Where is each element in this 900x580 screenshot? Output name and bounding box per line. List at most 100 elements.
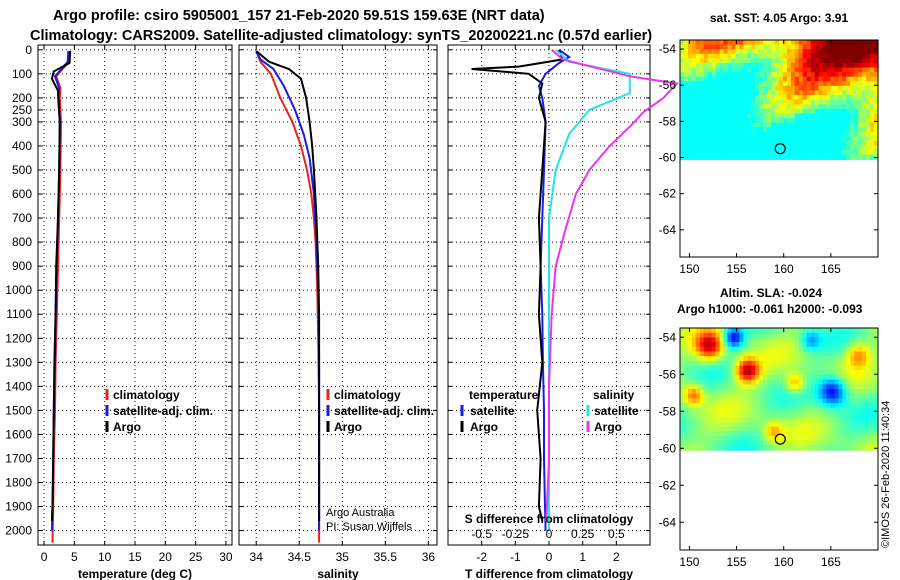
map-cell bbox=[862, 393, 867, 400]
map-cell bbox=[680, 431, 685, 437]
map-cell bbox=[763, 393, 768, 400]
map-cell bbox=[695, 140, 701, 147]
map-cell bbox=[759, 76, 764, 82]
map-cell bbox=[866, 150, 871, 156]
map-cell bbox=[850, 445, 855, 451]
map-cell bbox=[751, 370, 756, 376]
map-cell bbox=[683, 131, 689, 137]
map-cell bbox=[695, 81, 701, 87]
map-cell bbox=[806, 136, 812, 142]
map-cell bbox=[683, 356, 689, 362]
map-cell bbox=[719, 346, 725, 353]
map-cell bbox=[806, 85, 812, 92]
map-cell bbox=[846, 328, 851, 334]
map-cell bbox=[759, 118, 764, 124]
map-cell bbox=[755, 85, 760, 92]
map-cell bbox=[711, 398, 717, 404]
map-cell bbox=[794, 76, 800, 82]
map-cell bbox=[814, 407, 820, 414]
map-cell bbox=[763, 127, 768, 133]
map-cell bbox=[862, 389, 867, 395]
map-cell bbox=[755, 76, 760, 82]
map-cell bbox=[767, 398, 772, 404]
map-cell bbox=[715, 370, 721, 376]
map-cell bbox=[763, 40, 768, 46]
map-cell bbox=[826, 140, 832, 147]
map-cell bbox=[727, 72, 733, 78]
map-cell bbox=[755, 384, 760, 390]
map-cell bbox=[715, 426, 721, 432]
map-cell bbox=[782, 136, 788, 142]
map-cell bbox=[723, 62, 729, 69]
map-cell bbox=[767, 384, 772, 390]
map-cell bbox=[858, 44, 863, 50]
map-cell bbox=[743, 403, 748, 409]
map-cell bbox=[782, 398, 788, 404]
map-cell bbox=[779, 403, 784, 409]
map-cell bbox=[691, 104, 697, 110]
map-cell bbox=[838, 40, 843, 46]
map-cell bbox=[691, 346, 697, 353]
map-cell bbox=[680, 436, 685, 442]
map-cell bbox=[695, 85, 701, 92]
map-cell bbox=[822, 370, 828, 376]
map-cell bbox=[739, 49, 744, 55]
map-cell bbox=[711, 431, 717, 437]
map-cell bbox=[850, 131, 855, 137]
map-cell bbox=[755, 118, 760, 124]
map-cell bbox=[699, 393, 705, 400]
map-cell bbox=[687, 365, 693, 371]
map-cell bbox=[822, 440, 828, 447]
map-cell bbox=[711, 407, 717, 414]
map-cell bbox=[862, 81, 867, 87]
map-cell bbox=[850, 384, 855, 390]
map-cell bbox=[826, 328, 832, 334]
map-cell bbox=[680, 113, 685, 119]
map-cell bbox=[683, 49, 689, 55]
map-cell bbox=[699, 332, 705, 338]
map-cell bbox=[687, 108, 693, 115]
map-cell bbox=[755, 407, 760, 414]
map-cell bbox=[763, 328, 768, 334]
map-cell bbox=[866, 136, 871, 142]
map-cell bbox=[806, 389, 812, 395]
map-cell bbox=[763, 431, 768, 437]
map-cell bbox=[850, 44, 855, 50]
map-cell bbox=[806, 360, 812, 367]
map-cell bbox=[739, 445, 744, 451]
map-cell bbox=[747, 131, 752, 137]
map-cell bbox=[727, 328, 733, 334]
map-cell bbox=[731, 58, 737, 64]
map-cell bbox=[794, 154, 800, 160]
map-cell bbox=[755, 145, 760, 151]
map-cell bbox=[858, 113, 863, 119]
map-cell bbox=[695, 62, 701, 69]
map-cell bbox=[719, 356, 725, 362]
map-cell bbox=[858, 398, 863, 404]
map-cell bbox=[751, 67, 756, 73]
map-cell bbox=[695, 389, 701, 395]
map-cell bbox=[775, 127, 780, 133]
map-cell bbox=[687, 384, 693, 390]
map-cell bbox=[719, 90, 725, 96]
map-cell bbox=[818, 398, 824, 404]
map-cell bbox=[731, 131, 737, 137]
map-cell bbox=[834, 62, 839, 69]
map-cell bbox=[790, 90, 796, 96]
map-cell bbox=[723, 403, 729, 409]
map-cell bbox=[806, 150, 812, 156]
map-cell bbox=[830, 58, 836, 64]
map-cell bbox=[695, 417, 701, 423]
map-cell bbox=[739, 417, 744, 423]
map-cell bbox=[802, 95, 808, 101]
map-cell bbox=[715, 351, 721, 357]
map-cell bbox=[874, 150, 879, 156]
map-cell bbox=[747, 351, 752, 357]
map-cell bbox=[794, 393, 800, 400]
map-cell bbox=[862, 67, 867, 73]
map-x-tick-label: 160 bbox=[774, 262, 794, 276]
map-cell bbox=[826, 58, 832, 64]
map-cell bbox=[826, 384, 832, 390]
map-cell bbox=[790, 113, 796, 119]
map-cell bbox=[727, 398, 733, 404]
